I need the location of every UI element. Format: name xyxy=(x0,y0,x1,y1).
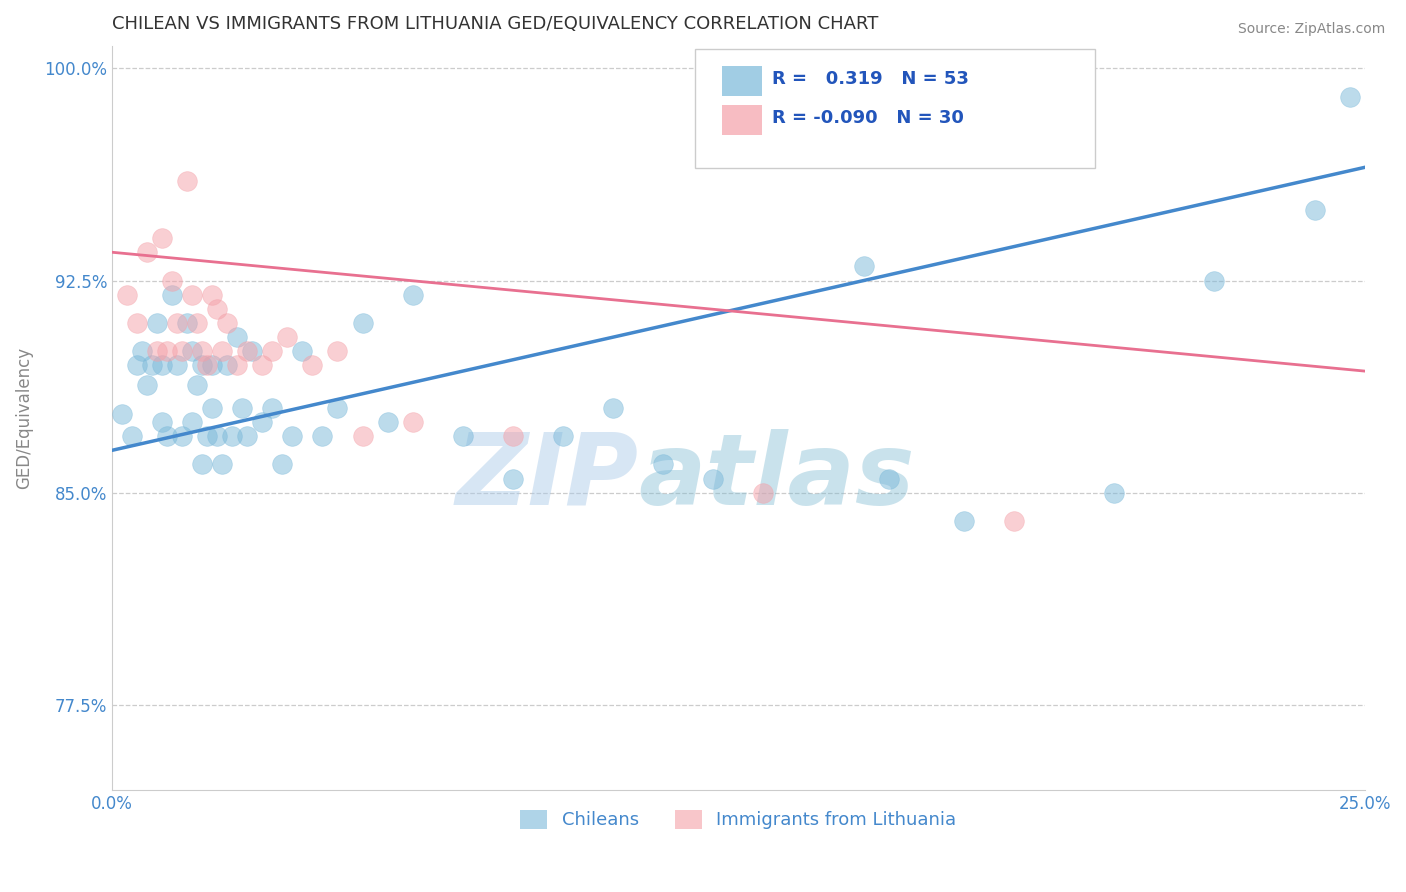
Point xyxy=(201,287,224,301)
Text: atlas: atlas xyxy=(638,429,915,525)
Point xyxy=(301,359,323,373)
Point xyxy=(502,472,524,486)
Point xyxy=(172,344,194,359)
Text: R = -0.090   N = 30: R = -0.090 N = 30 xyxy=(772,109,965,127)
Point xyxy=(291,344,314,359)
Point xyxy=(326,401,349,415)
Legend: Chileans, Immigrants from Lithuania: Chileans, Immigrants from Lithuania xyxy=(513,803,963,837)
Point xyxy=(205,301,228,316)
Point xyxy=(141,359,163,373)
Point xyxy=(186,378,208,392)
Point xyxy=(352,429,374,443)
Point xyxy=(172,429,194,443)
Point xyxy=(311,429,333,443)
Point xyxy=(191,458,214,472)
Point xyxy=(401,415,423,429)
Point xyxy=(276,330,298,344)
Point xyxy=(252,415,274,429)
Point xyxy=(156,344,179,359)
Point xyxy=(281,429,304,443)
Point xyxy=(1102,485,1125,500)
Point xyxy=(160,287,183,301)
Point xyxy=(150,359,173,373)
Point xyxy=(146,316,169,330)
Text: ZIP: ZIP xyxy=(456,429,638,525)
Point xyxy=(262,344,284,359)
Point xyxy=(166,359,188,373)
Point xyxy=(160,274,183,288)
Point xyxy=(191,359,214,373)
Point xyxy=(1339,89,1361,103)
Point xyxy=(195,429,218,443)
Point xyxy=(181,287,204,301)
Point xyxy=(176,316,198,330)
Point xyxy=(217,359,239,373)
Point xyxy=(201,401,224,415)
Text: Source: ZipAtlas.com: Source: ZipAtlas.com xyxy=(1237,22,1385,37)
Point xyxy=(877,472,900,486)
Point xyxy=(502,429,524,443)
Point xyxy=(953,514,976,528)
Point xyxy=(217,316,239,330)
Point xyxy=(1303,202,1326,217)
Point xyxy=(125,359,148,373)
Point xyxy=(271,458,294,472)
Point xyxy=(226,359,249,373)
Point xyxy=(176,174,198,188)
Point xyxy=(551,429,574,443)
Point xyxy=(240,344,263,359)
Point xyxy=(191,344,214,359)
Point xyxy=(150,415,173,429)
Point xyxy=(201,359,224,373)
Point xyxy=(136,378,159,392)
FancyBboxPatch shape xyxy=(723,105,762,135)
Point xyxy=(150,231,173,245)
Point xyxy=(121,429,143,443)
Point xyxy=(401,287,423,301)
Point xyxy=(377,415,399,429)
Point xyxy=(236,344,259,359)
Point xyxy=(231,401,253,415)
Text: R =   0.319   N = 53: R = 0.319 N = 53 xyxy=(772,70,969,88)
Point xyxy=(702,472,724,486)
Point xyxy=(166,316,188,330)
Y-axis label: GED/Equivalency: GED/Equivalency xyxy=(15,347,32,489)
Point xyxy=(125,316,148,330)
Point xyxy=(852,260,875,274)
Text: CHILEAN VS IMMIGRANTS FROM LITHUANIA GED/EQUIVALENCY CORRELATION CHART: CHILEAN VS IMMIGRANTS FROM LITHUANIA GED… xyxy=(112,15,879,33)
Point xyxy=(136,245,159,260)
Point xyxy=(211,458,233,472)
Point xyxy=(1002,514,1025,528)
Point xyxy=(352,316,374,330)
Point xyxy=(156,429,179,443)
Point xyxy=(752,485,775,500)
FancyBboxPatch shape xyxy=(695,49,1095,169)
Point xyxy=(131,344,153,359)
Point xyxy=(186,316,208,330)
Point xyxy=(262,401,284,415)
Point xyxy=(326,344,349,359)
Point xyxy=(195,359,218,373)
Point xyxy=(146,344,169,359)
Point xyxy=(221,429,243,443)
Point xyxy=(205,429,228,443)
Point xyxy=(115,287,138,301)
Point xyxy=(181,415,204,429)
FancyBboxPatch shape xyxy=(723,66,762,95)
Point xyxy=(602,401,624,415)
Point xyxy=(111,407,134,421)
Point xyxy=(451,429,474,443)
Point xyxy=(211,344,233,359)
Point xyxy=(181,344,204,359)
Point xyxy=(236,429,259,443)
Point xyxy=(252,359,274,373)
Point xyxy=(1204,274,1226,288)
Point xyxy=(652,458,675,472)
Point xyxy=(226,330,249,344)
